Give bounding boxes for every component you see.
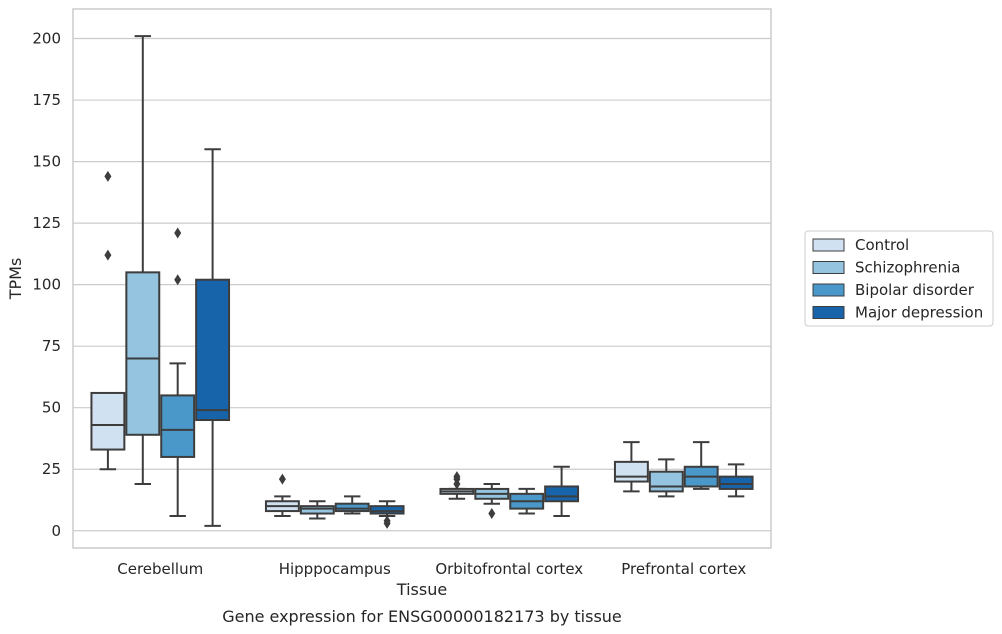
legend-swatch	[812, 238, 845, 252]
box-iqr	[299, 505, 335, 515]
y-tick-label: 50	[42, 399, 61, 417]
y-tick-label: 175	[32, 91, 61, 109]
y-tick-label: 150	[32, 153, 61, 171]
box	[299, 500, 335, 520]
x-tick-labels: Cerebellum Hipppocampus Orbitofrontal cort…	[117, 560, 746, 578]
legend-swatch	[812, 261, 845, 274]
x-tick-label: Orbitofrontal cortex	[435, 560, 583, 578]
box	[160, 227, 196, 518]
box	[334, 495, 370, 515]
legend: Control Schizophrenia Bipolar disorder Majo…	[804, 230, 994, 327]
box	[613, 441, 649, 493]
outlier-point	[453, 471, 461, 483]
legend-label: Major depression	[855, 304, 983, 322]
outlier-point	[174, 274, 182, 286]
plot-frame	[72, 8, 772, 549]
box-iqr	[125, 271, 161, 436]
y-tick-label: 100	[32, 276, 61, 294]
y-tick-label: 25	[42, 460, 61, 478]
legend-swatch	[812, 306, 845, 319]
x-tick-label: Cerebellum	[117, 560, 203, 578]
legend-label: Control	[855, 236, 909, 254]
box	[90, 170, 126, 471]
box	[439, 471, 475, 500]
legend-swatch	[812, 283, 845, 297]
box-iqr	[90, 391, 126, 451]
outlier-point	[104, 249, 112, 261]
plot-background	[73, 9, 771, 548]
box-iqr	[544, 485, 580, 503]
box	[718, 463, 754, 498]
y-tick-labels: 0 25 50 75 100 125 150 175 200	[32, 30, 61, 540]
x-tick-label: Hipppocampus	[279, 560, 391, 578]
box-iqr	[334, 502, 370, 513]
chart-caption: Gene expression for ENSG00000182173 by t…	[222, 607, 622, 626]
y-tick-label: 75	[42, 337, 61, 355]
box	[683, 441, 719, 490]
y-tick-label: 125	[32, 214, 61, 232]
box	[369, 500, 405, 529]
y-tick-label: 200	[32, 30, 61, 48]
box-iqr	[718, 475, 754, 490]
legend-frame	[804, 230, 994, 327]
box	[264, 473, 300, 518]
boxes	[90, 35, 754, 529]
box-iqr	[369, 505, 405, 515]
x-axis-label: Tissue	[396, 580, 447, 599]
legend-label: Bipolar disorder	[855, 281, 975, 299]
box	[125, 35, 161, 486]
box-iqr	[613, 460, 649, 483]
box	[195, 148, 231, 527]
box-iqr	[160, 394, 196, 458]
box-iqr	[195, 278, 231, 422]
box	[509, 487, 545, 515]
outlier-point	[383, 515, 391, 527]
box-iqr	[648, 470, 684, 493]
outlier-point	[104, 170, 112, 182]
x-tick-label: Prefrontal cortex	[621, 560, 746, 578]
y-axis-label: TPMs	[6, 258, 25, 301]
outlier-point	[174, 227, 182, 239]
legend-label: Schizophrenia	[855, 259, 960, 277]
box	[474, 483, 510, 520]
box	[648, 458, 684, 498]
outlier-point	[488, 508, 496, 520]
box	[544, 465, 580, 518]
outlier-point	[278, 473, 286, 485]
y-tick-label: 0	[51, 522, 61, 540]
